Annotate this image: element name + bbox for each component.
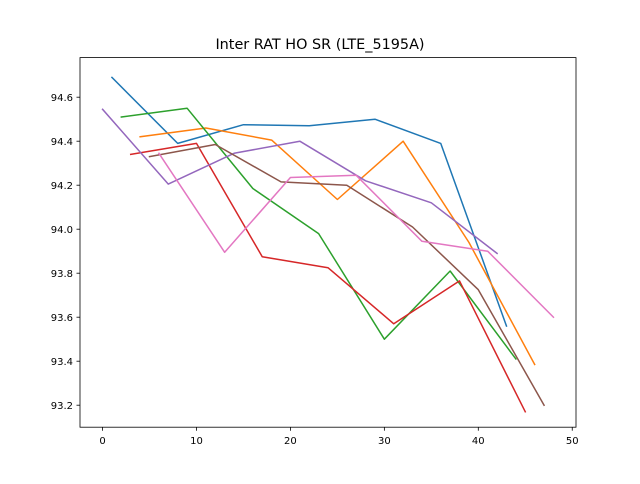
y-tick-label: 93.4 — [51, 357, 73, 368]
y-tick-label: 93.2 — [51, 401, 73, 412]
series-layer — [101, 76, 555, 413]
x-tick-label: 20 — [284, 436, 297, 447]
y-tick-label: 93.8 — [51, 269, 73, 280]
x-tick-label: 30 — [378, 436, 391, 447]
x-tick-label: 40 — [472, 436, 485, 447]
series-line-2 — [139, 127, 536, 366]
series-line-6 — [148, 143, 546, 407]
y-tick-label: 94.2 — [51, 181, 73, 192]
x-tick-label: 0 — [99, 436, 105, 447]
axes-layer: 0 10 20 30 40 50 93.2 93.4 93.6 93.8 94.0 94.2 94.4 9… — [51, 57, 579, 447]
y-tick-label: 94.0 — [51, 225, 73, 236]
y-tick-label: 94.6 — [51, 93, 73, 104]
series-line-3 — [120, 107, 517, 361]
x-tick-label: 50 — [566, 436, 579, 447]
series-line-5 — [101, 108, 499, 255]
x-tick-label: 10 — [190, 436, 203, 447]
series-line-7 — [157, 152, 555, 319]
chart-title: Inter RAT HO SR (LTE_5195A) — [215, 37, 424, 53]
series-line-1 — [110, 76, 508, 327]
plot-frame — [79, 57, 577, 428]
y-tick-label: 93.6 — [51, 313, 73, 324]
y-tick-label: 94.4 — [51, 137, 73, 148]
series-line-4 — [129, 142, 527, 413]
